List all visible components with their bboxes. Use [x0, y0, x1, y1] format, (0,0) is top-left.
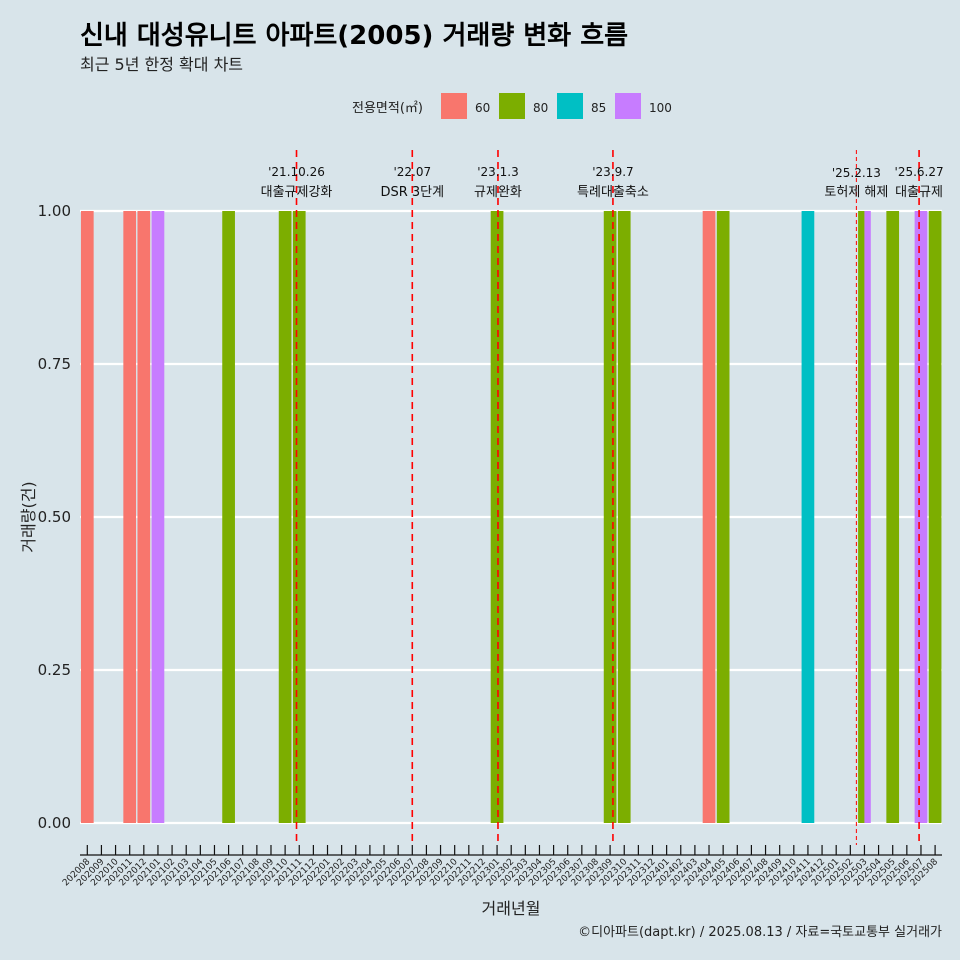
event-date-2: '23.1.3	[477, 165, 518, 179]
legend-swatch-80	[499, 93, 525, 119]
legend-items: 60 80 85 100	[441, 93, 672, 119]
bar-202110-80	[278, 211, 292, 823]
legend-swatch-100	[615, 93, 641, 119]
legend-item-85: 85	[557, 93, 606, 119]
event-lines: '21.10.26 대출규제강화 '22.07 DSR 3단계 '23.1.3 규제완화 '…	[261, 150, 944, 845]
y-axis-title: 거래량(건)	[19, 481, 38, 552]
event-date-4: '25.2.13	[832, 166, 881, 180]
bar-202106-80	[222, 211, 235, 823]
legend-label-100: 100	[649, 101, 672, 115]
event-label-0: 대출규제강화	[261, 185, 333, 200]
event-label-1: DSR 3단계	[380, 185, 444, 200]
y-axis-ticks: 0.00 0.25 0.50 0.75 1.00	[38, 202, 71, 832]
bar-202301-80	[490, 211, 504, 823]
event-label-5: 대출규제	[895, 185, 943, 200]
legend: 전용면적(㎡) 60 80 85 100	[352, 93, 672, 119]
legend-label-60: 60	[475, 101, 490, 115]
bars	[80, 211, 942, 823]
bar-202012-60	[137, 211, 151, 823]
bar-202008-60	[80, 211, 94, 823]
legend-item-80: 80	[499, 93, 548, 119]
chart-subtitle: 최근 5년 한정 확대 차트	[80, 55, 243, 74]
y-tick-label: 0.25	[38, 661, 71, 679]
bar-202505-80	[886, 211, 900, 823]
event-label-4: 토허제 해제	[824, 185, 888, 200]
event-date-5: '25.6.27	[895, 165, 944, 179]
legend-swatch-85	[557, 93, 583, 119]
event-date-0: '21.10.26	[268, 165, 325, 179]
y-tick-label: 1.00	[38, 202, 71, 220]
bar-202411-85	[801, 211, 815, 823]
source-caption: ©디아파트(dapt.kr) / 2025.08.13 / 자료=국토교통부 실…	[578, 925, 942, 940]
bar-202011-60	[123, 211, 137, 823]
x-axis: 2020082020092020102020112020122021012021…	[61, 845, 942, 888]
bar-202404-60	[702, 211, 716, 823]
chart-title: 신내 대성유니트 아파트(2005) 거래량 변화 흐름	[80, 21, 628, 51]
y-tick-label: 0.00	[38, 814, 71, 832]
y-tick-label: 0.75	[38, 355, 71, 373]
y-tick-label: 0.50	[38, 508, 71, 526]
event-date-1: '22.07	[393, 165, 431, 179]
bar-202503-80	[858, 211, 865, 823]
bar-202111-80	[292, 211, 306, 823]
legend-item-100: 100	[615, 93, 672, 119]
legend-label-85: 85	[591, 101, 606, 115]
bar-202310-80	[617, 211, 631, 823]
legend-swatch-60	[441, 93, 467, 119]
bar-202309-80	[603, 211, 617, 823]
legend-label-80: 80	[533, 101, 548, 115]
legend-item-60: 60	[441, 93, 490, 119]
event-label-2: 규제완화	[474, 185, 522, 200]
x-axis-title: 거래년월	[482, 899, 541, 918]
bar-202508-80	[928, 211, 942, 823]
bar-202405-80	[716, 211, 730, 823]
bar-202503-100	[864, 211, 871, 823]
event-date-3: '23.9.7	[592, 165, 633, 179]
legend-title: 전용면적(㎡)	[352, 101, 423, 116]
event-label-3: 특례대출축소	[577, 185, 649, 200]
bar-202507-100	[914, 211, 928, 823]
bar-202101-100	[151, 211, 165, 823]
